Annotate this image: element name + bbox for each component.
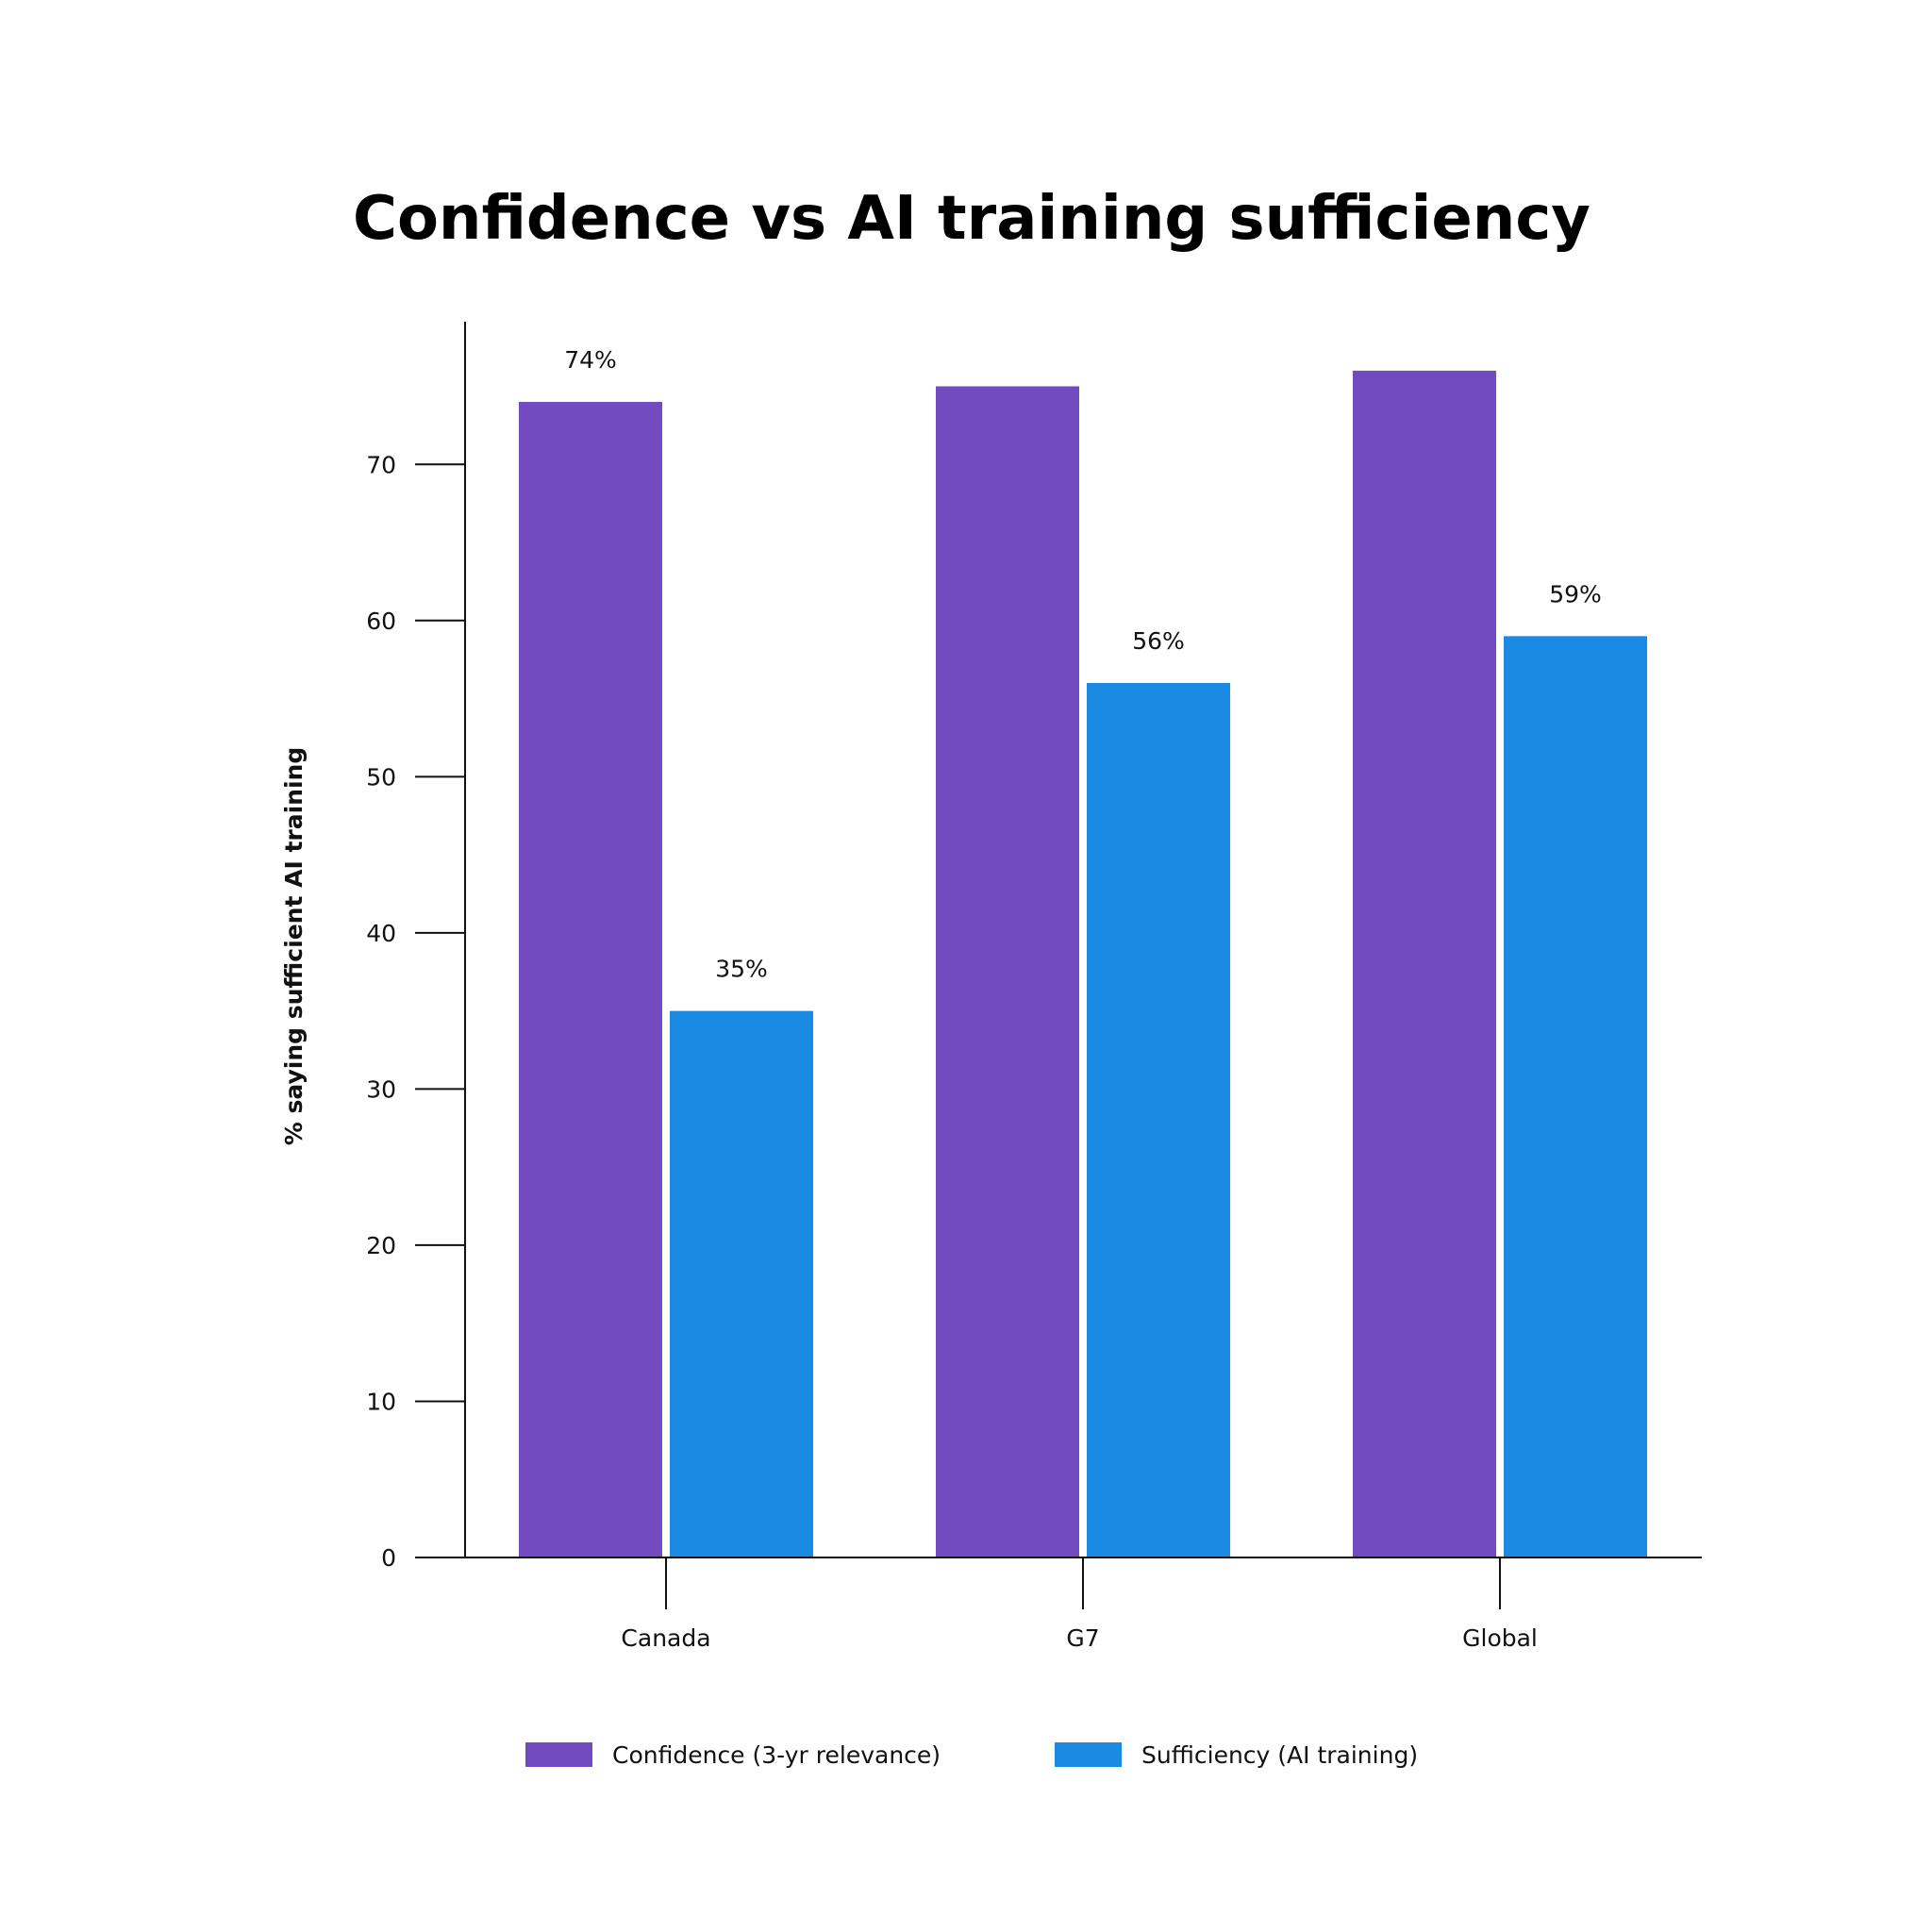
x-tick-label: Canada [621, 1624, 710, 1652]
y-axis-ticks: 0 10 20 30 40 50 60 70 [366, 451, 465, 1572]
data-labels-group: 74% 35% 56% 59% [564, 346, 1602, 983]
bar-global-series-1 [1353, 370, 1496, 1557]
data-label: 74% [564, 346, 617, 374]
y-tick-label: 60 [366, 608, 396, 635]
legend-swatch [1055, 1742, 1122, 1767]
y-tick-label: 70 [366, 451, 396, 478]
x-tick-label: Global [1462, 1624, 1538, 1652]
y-tick-label: 20 [366, 1232, 396, 1259]
bar-g7-series-2 [1087, 683, 1230, 1557]
y-tick-label: 50 [366, 763, 396, 791]
legend: Confidence (3-yr relevance) Sufficiency (… [525, 1741, 1418, 1769]
bar-canada-series-2 [670, 1010, 813, 1557]
y-tick-label: 10 [366, 1388, 396, 1415]
bars-group [519, 370, 1647, 1557]
y-axis-label: % saying sufficient AI training [280, 747, 308, 1146]
x-tick-label: G7 [1066, 1624, 1099, 1652]
data-label: 35% [715, 956, 768, 983]
legend-swatch [525, 1742, 592, 1767]
legend-label: Confidence (3-yr relevance) [612, 1741, 941, 1769]
bar-global-series-2 [1504, 636, 1647, 1557]
data-label: 59% [1549, 580, 1602, 608]
y-tick-label: 30 [366, 1075, 396, 1103]
data-label: 56% [1132, 627, 1185, 655]
bar-g7-series-1 [936, 386, 1079, 1557]
chart-title: Confidence vs AI training sufficiency [353, 184, 1591, 254]
y-tick-label: 40 [366, 920, 396, 947]
y-tick-label: 0 [381, 1544, 396, 1572]
legend-label: Sufficiency (AI training) [1141, 1741, 1418, 1769]
x-axis-ticks: Canada G7 Global [621, 1557, 1538, 1652]
bar-canada-series-1 [519, 402, 662, 1557]
